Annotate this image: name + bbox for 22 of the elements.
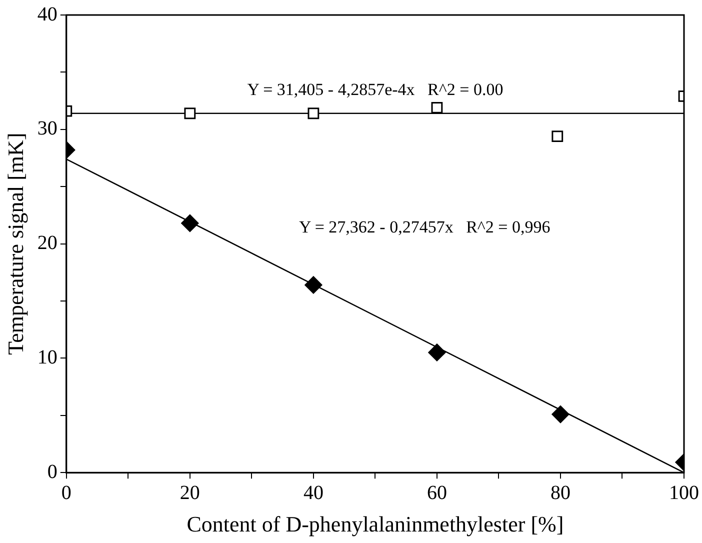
point [184,108,196,120]
point [428,344,446,362]
y-tick-label: 20 [37,232,58,254]
annotation: Y = 31,405 - 4,2857e-4x R^2 = 0.00 [247,80,504,99]
x-axis-title: Content of D-phenylalaninmethylester [%] [186,512,564,537]
point [304,276,322,294]
point [431,102,443,114]
point [552,130,564,142]
point [181,214,199,232]
y-axis-title: Temperature signal [mK] [2,132,28,355]
x-tick-label: 0 [61,482,72,504]
y-tick-label: 30 [37,118,58,140]
y-tick-label: 0 [47,460,58,483]
x-tick-label: 60 [426,482,447,504]
x-tick-label: 40 [303,482,324,504]
x-tick-label: 100 [669,482,699,504]
y-tick-label: 10 [37,346,58,368]
x-tick-label: 80 [550,482,570,504]
annotation: Y = 27,362 - 0,27457x R^2 = 0,996 [298,217,550,236]
y-tick-label: 40 [37,3,58,26]
x-tick-label: 20 [180,482,200,504]
point [308,108,320,120]
